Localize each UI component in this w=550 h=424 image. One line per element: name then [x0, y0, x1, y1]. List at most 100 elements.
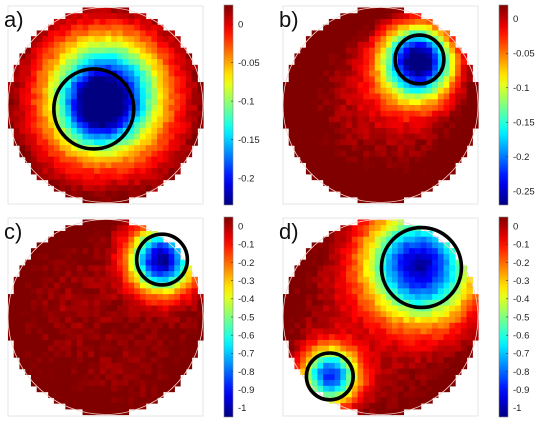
heatmap-cell	[426, 122, 433, 129]
heatmap-cell	[168, 259, 175, 266]
heatmap-cell	[25, 305, 32, 312]
heatmap-cell	[76, 242, 84, 249]
heatmap-cell	[403, 236, 410, 244]
heatmap-cell	[351, 334, 359, 341]
heatmap-cell	[466, 305, 473, 312]
heatmap-cell	[36, 47, 44, 54]
heatmap-cell	[443, 317, 450, 324]
heatmap-cell	[426, 339, 433, 347]
heatmap-cell	[116, 110, 124, 118]
heatmap-cell	[30, 110, 38, 118]
heatmap-cell	[25, 99, 32, 106]
heatmap-cell	[334, 133, 341, 141]
heatmap-cell	[59, 53, 66, 60]
heatmap-cell	[88, 168, 95, 175]
heatmap-cell	[128, 225, 135, 232]
heatmap-cell	[82, 345, 89, 353]
heatmap-cell	[311, 259, 319, 266]
heatmap-cell	[25, 276, 32, 284]
heatmap-cell	[472, 322, 479, 330]
heatmap-cell	[99, 328, 107, 335]
heatmap-cell	[288, 299, 296, 307]
heatmap-cell	[94, 408, 101, 416]
heatmap-cell	[53, 345, 61, 353]
heatmap-cell	[59, 248, 66, 255]
heatmap-cell	[357, 403, 364, 410]
heatmap-cell	[472, 82, 479, 89]
heatmap-cell	[134, 351, 141, 358]
heatmap-cell	[409, 294, 416, 301]
heatmap-cell	[42, 322, 49, 330]
heatmap-cell	[53, 105, 61, 112]
heatmap-cell	[76, 317, 84, 324]
heatmap-cell	[99, 36, 107, 43]
heatmap-cell	[105, 185, 112, 192]
heatmap-cell	[48, 351, 55, 358]
heatmap-cell	[19, 133, 26, 141]
heatmap-cell	[414, 105, 422, 112]
heatmap-cell	[403, 242, 410, 249]
heatmap-cell	[151, 271, 158, 278]
heatmap-cell	[168, 150, 175, 158]
heatmap-cell	[162, 145, 170, 152]
heatmap-cell	[432, 391, 439, 398]
heatmap-cell	[305, 351, 313, 358]
heatmap-cell	[53, 317, 61, 324]
heatmap-cell	[409, 150, 416, 158]
heatmap-cell	[82, 99, 89, 106]
heatmap-cell	[48, 82, 55, 89]
heatmap-cell	[94, 276, 101, 284]
heatmap-cell	[111, 322, 118, 330]
heatmap-cell	[334, 82, 341, 89]
heatmap-cell	[151, 236, 158, 244]
heatmap-cell	[145, 380, 152, 387]
heatmap-cell	[197, 294, 204, 301]
heatmap-cell	[426, 18, 433, 26]
heatmap-cell	[455, 288, 462, 295]
heatmap-cell	[53, 64, 61, 72]
heatmap-cell	[391, 391, 399, 398]
heatmap-cell	[122, 168, 130, 175]
heatmap-cell	[139, 317, 147, 324]
heatmap-cell	[134, 179, 141, 186]
highlight-ring	[304, 351, 355, 402]
heatmap-cell	[111, 288, 118, 295]
heatmap-cell	[294, 265, 301, 272]
heatmap-cell	[157, 145, 164, 152]
heatmap-cell	[111, 368, 118, 375]
heatmap-cell	[403, 127, 410, 135]
heatmap-cell	[76, 362, 84, 370]
heatmap-cell	[174, 110, 181, 118]
heatmap-cell	[420, 145, 427, 152]
heatmap-cell	[351, 82, 359, 89]
heatmap-cell	[351, 87, 359, 95]
heatmap-cell	[48, 99, 55, 106]
heatmap-cell	[111, 230, 118, 238]
heatmap-cell	[386, 236, 393, 244]
heatmap-cell	[374, 41, 382, 49]
heatmap-cell	[374, 162, 382, 169]
heatmap-cell	[76, 294, 84, 301]
heatmap-cell	[437, 385, 445, 393]
heatmap-cell	[94, 248, 101, 255]
heatmap-cell	[357, 230, 364, 238]
heatmap-cell	[122, 385, 130, 393]
heatmap-cell	[76, 299, 84, 307]
heatmap-cell	[157, 41, 164, 49]
heatmap-cell	[111, 99, 118, 106]
heatmap-cell	[180, 328, 187, 335]
heatmap-cell	[53, 339, 61, 347]
heatmap-cell	[317, 76, 324, 83]
heatmap-cell	[357, 191, 364, 198]
heatmap-cell	[71, 76, 78, 83]
heatmap-cell	[82, 242, 89, 249]
heatmap-cell	[116, 334, 124, 341]
heatmap-cell	[174, 345, 181, 353]
heatmap-cell	[317, 374, 324, 381]
heatmap-cell	[88, 196, 95, 204]
heatmap-cell	[346, 230, 353, 238]
heatmap-cell	[180, 345, 187, 353]
heatmap-cell	[82, 41, 89, 49]
heatmap-cell	[346, 122, 353, 129]
heatmap-cell	[374, 305, 382, 312]
